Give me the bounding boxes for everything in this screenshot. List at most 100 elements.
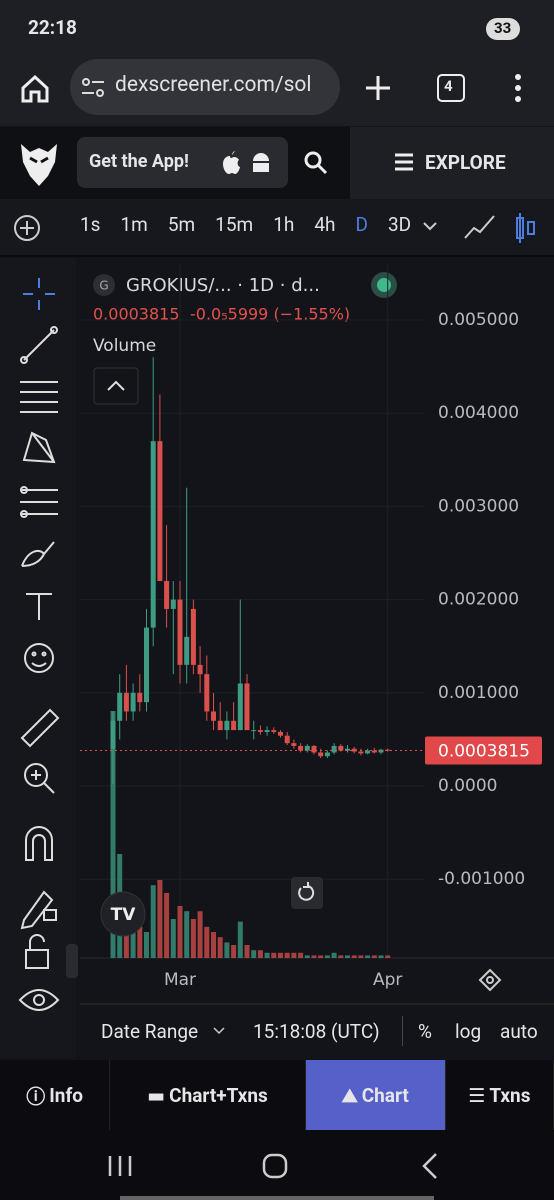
clock: 22:18	[28, 16, 77, 39]
logo[interactable]	[18, 140, 60, 188]
tab-label[interactable]: Chart+Txns	[169, 1083, 268, 1107]
timeframe[interactable]: 1m	[120, 213, 148, 236]
candle-body	[304, 745, 310, 751]
candle-body	[271, 730, 277, 732]
collapse-button[interactable]	[93, 367, 139, 405]
chart: G GROKIUS/... · 1D · d... 0.0003815 -0.0…	[80, 265, 554, 992]
candle-body	[123, 692, 129, 712]
volume-bar	[351, 955, 357, 958]
tab-label[interactable]: Info	[49, 1083, 83, 1107]
tab-icon[interactable]: ⛰	[341, 1083, 358, 1107]
reset-button[interactable]	[291, 877, 323, 909]
volume-bar	[170, 919, 176, 958]
volume-bar	[291, 952, 297, 958]
x-tick-label: Apr	[373, 970, 402, 990]
candle-body	[211, 711, 216, 721]
explore-button[interactable]	[350, 127, 554, 199]
explore-label[interactable]: EXPLORE	[425, 151, 506, 174]
tab-label[interactable]: Txns	[489, 1083, 531, 1107]
tab[interactable]: ⓘ Info	[0, 1060, 111, 1130]
new-tab[interactable]	[363, 73, 393, 103]
candle-body	[331, 745, 337, 753]
timeframe[interactable]: 5m	[167, 213, 196, 236]
tab-icon[interactable]: ▬	[147, 1083, 166, 1107]
volume-bar	[150, 885, 156, 958]
tab-label[interactable]: Chart	[361, 1083, 409, 1107]
battery	[486, 18, 520, 40]
percent-toggle[interactable]: %	[418, 1020, 432, 1043]
candle-body	[231, 720, 237, 731]
get-app-button[interactable]	[77, 137, 288, 188]
menu[interactable]	[508, 72, 528, 104]
log-toggle[interactable]: log	[455, 1020, 482, 1043]
candle-body	[184, 636, 190, 665]
candle-body	[117, 692, 123, 721]
candle-body	[197, 664, 203, 675]
volume-bar	[385, 955, 391, 958]
candle-body	[351, 748, 357, 752]
volume-bar	[318, 955, 324, 958]
collapse-icon[interactable]	[107, 380, 125, 391]
candle-body	[137, 692, 143, 703]
tab-icon[interactable]: ☰	[468, 1083, 486, 1107]
candle-body	[358, 751, 364, 754]
volume-bar	[110, 711, 116, 958]
tab[interactable]: ▬ Chart+Txns	[110, 1060, 306, 1130]
settings-dot[interactable]	[486, 976, 494, 984]
candle-body	[110, 720, 116, 749]
toolbar-toggle[interactable]	[66, 944, 78, 978]
y-tick-label: 0.003000	[438, 496, 519, 516]
tab-icon[interactable]: ⓘ	[26, 1084, 46, 1108]
volume-bar	[338, 955, 344, 958]
candle-body	[311, 745, 317, 753]
timeframe[interactable]: D	[355, 213, 368, 236]
volume-label: Volume	[93, 336, 156, 356]
volume-bar	[324, 955, 330, 958]
date-range-caret[interactable]	[212, 1024, 226, 1038]
candle-body	[251, 730, 257, 732]
home-button[interactable]	[18, 72, 52, 106]
timeframe[interactable]: 15m	[215, 213, 254, 236]
y-tick-label: 0.0000	[438, 776, 497, 796]
last-price-axis-label: 0.0003815	[438, 741, 530, 761]
tv-logo-text[interactable]: TV	[111, 905, 137, 925]
candle-body	[150, 441, 156, 628]
reset-icon[interactable]	[298, 882, 315, 901]
volume-bar	[365, 955, 371, 958]
timeframe[interactable]: 1s	[80, 213, 101, 236]
url[interactable]: dexscreener.com/sol	[115, 73, 312, 97]
candle-body	[378, 749, 384, 753]
tab[interactable]: ⛰ Chart	[305, 1060, 446, 1130]
candle-body	[237, 683, 243, 731]
status-bar	[0, 0, 554, 58]
more-timeframes[interactable]	[420, 218, 440, 234]
nav-buttons[interactable]	[90, 1148, 460, 1184]
candle-body	[365, 750, 371, 754]
volume-bar	[224, 942, 230, 958]
site-info[interactable]	[80, 75, 106, 101]
tool-icons[interactable]	[14, 270, 64, 1050]
explore-icon[interactable]	[394, 153, 414, 171]
auto-toggle[interactable]: auto	[500, 1020, 538, 1043]
volume-bar	[197, 911, 203, 958]
get-app-label[interactable]: Get the App!	[89, 151, 189, 172]
url-bar[interactable]	[70, 59, 340, 115]
tab-count[interactable]: 4	[444, 77, 453, 95]
candle-body	[298, 745, 304, 751]
timeframe[interactable]: 1h	[273, 213, 295, 236]
settings-icon[interactable]	[478, 968, 502, 992]
store-icons	[223, 151, 269, 174]
candle-body	[284, 735, 290, 744]
date-range[interactable]: Date Range	[101, 1020, 199, 1043]
timeframe[interactable]: 4h	[314, 213, 336, 236]
tab[interactable]: ☰ Txns	[445, 1060, 554, 1130]
search[interactable]	[303, 150, 329, 176]
candle-body	[371, 750, 377, 753]
timeframe[interactable]: 3D	[387, 213, 412, 236]
tab-count-box[interactable]	[437, 74, 465, 102]
tv-logo[interactable]	[100, 891, 146, 937]
last-price-box	[425, 736, 542, 765]
chart-style[interactable]	[462, 210, 542, 246]
add-indicator[interactable]	[12, 213, 42, 243]
volume-bar	[257, 950, 263, 958]
